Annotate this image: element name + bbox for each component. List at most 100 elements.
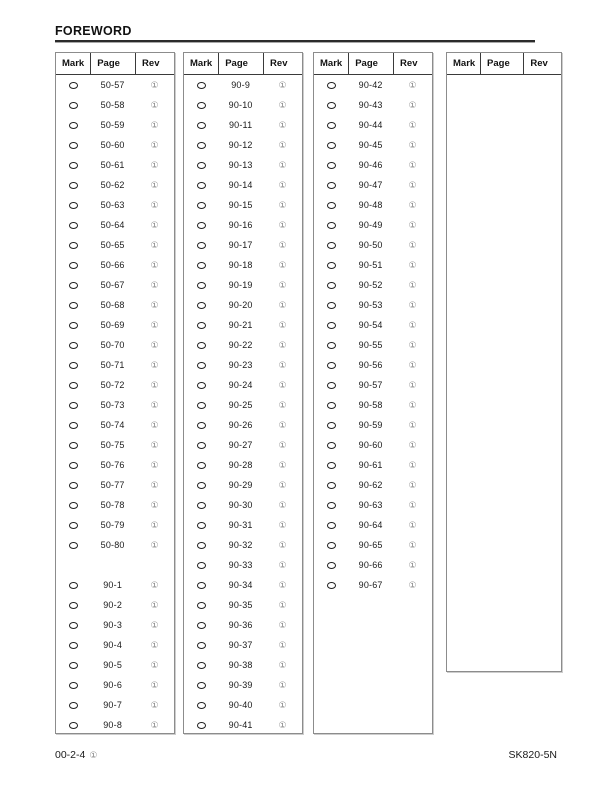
revision-badge: ①: [278, 459, 287, 470]
mark-cell: [184, 521, 218, 529]
mark-cell: [184, 661, 218, 669]
mark-cell: [314, 361, 348, 369]
page-number-cell: 90-42: [358, 80, 383, 90]
page-number-cell: 90-5: [103, 660, 123, 670]
mark-cell: [56, 541, 90, 549]
column-header-page: Page: [90, 53, 135, 74]
page-number-cell: 90-44: [358, 120, 383, 130]
mark-cell: [314, 441, 348, 449]
page-number-cell: 50-63: [100, 200, 125, 210]
mark-cell: [184, 101, 218, 109]
revision-badge: ①: [278, 199, 287, 210]
mark-cell: [56, 721, 90, 729]
table-row: 50-71 ①: [56, 355, 174, 375]
table-row: 50-68 ①: [56, 295, 174, 315]
page-number-cell: 50-60: [100, 140, 125, 150]
page-number-cell: 90-4: [103, 640, 123, 650]
page-number-cell: 90-2: [103, 600, 123, 610]
mark-circle-icon: [196, 141, 206, 149]
page-number-cell: 90-49: [358, 220, 383, 230]
mark-cell: [314, 261, 348, 269]
column-header-rev: Rev: [263, 53, 302, 74]
page-number-cell: 50-69: [100, 320, 125, 330]
revision-badge: ①: [278, 479, 287, 490]
page-number-cell: 90-31: [228, 520, 253, 530]
table-row: 50-78 ①: [56, 495, 174, 515]
revision-badge: ①: [408, 199, 417, 210]
mark-cell: [56, 181, 90, 189]
table-row: 90-37 ①: [184, 635, 302, 655]
revision-badge: ①: [408, 79, 417, 90]
table-row: 90-55 ①: [314, 335, 432, 355]
table-row: 90-25 ①: [184, 395, 302, 415]
mark-cell: [184, 201, 218, 209]
column-header-mark: Mark: [62, 58, 85, 69]
page-number-cell: 50-73: [100, 400, 125, 410]
mark-cell: [314, 421, 348, 429]
revision-table-2: Mark Page Rev 90-9 ① 90-10 ① 90-11 ① 90-12 ① 90-…: [183, 52, 303, 734]
revision-badge: ①: [408, 139, 417, 150]
mark-circle-icon: [326, 81, 336, 89]
page-number-cell: 50-71: [100, 360, 125, 370]
table-row: 90-47 ①: [314, 175, 432, 195]
revision-badge: ①: [150, 519, 159, 530]
table-row: 90-58 ①: [314, 395, 432, 415]
page-number-cell: 90-45: [358, 140, 383, 150]
mark-circle-icon: [68, 161, 78, 169]
page-number-cell: 50-59: [100, 120, 125, 130]
mark-circle-icon: [326, 501, 336, 509]
mark-cell: [184, 361, 218, 369]
page-number-cell: 90-36: [228, 620, 253, 630]
revision-badge: ①: [150, 319, 159, 330]
table-row: 50-79 ①: [56, 515, 174, 535]
revision-badge: ①: [150, 279, 159, 290]
table-row: 90-59 ①: [314, 415, 432, 435]
mark-circle-icon: [68, 201, 78, 209]
mark-cell: [184, 401, 218, 409]
mark-cell: [184, 441, 218, 449]
table-row: 90-7 ①: [56, 695, 174, 715]
page-number-cell: 50-78: [100, 500, 125, 510]
mark-cell: [56, 321, 90, 329]
revision-badge: ①: [278, 599, 287, 610]
mark-circle-icon: [68, 641, 78, 649]
page-number-cell: 90-3: [103, 620, 123, 630]
page-number-cell: 90-51: [358, 260, 383, 270]
table-row: 90-46 ①: [314, 155, 432, 175]
mark-cell: [184, 181, 218, 189]
revision-badge: ①: [408, 359, 417, 370]
mark-circle-icon: [326, 141, 336, 149]
revision-badge: ①: [150, 99, 159, 110]
page-number-cell: 90-59: [358, 420, 383, 430]
table-row: 50-70 ①: [56, 335, 174, 355]
revision-badge: ①: [150, 499, 159, 510]
mark-circle-icon: [326, 261, 336, 269]
table-row-spacer: [56, 555, 174, 575]
mark-circle-icon: [68, 581, 78, 589]
mark-cell: [56, 461, 90, 469]
heading-rule: [55, 40, 535, 42]
mark-circle-icon: [196, 441, 206, 449]
page-number-cell: 90-20: [228, 300, 253, 310]
revision-badge: ①: [278, 359, 287, 370]
revision-badge: ①: [408, 419, 417, 430]
mark-circle-icon: [68, 401, 78, 409]
mark-circle-icon: [196, 621, 206, 629]
mark-cell: [184, 641, 218, 649]
page-number-cell: 90-66: [358, 560, 383, 570]
column-header-mark: Mark: [190, 58, 213, 69]
table-row: 90-33 ①: [184, 555, 302, 575]
revision-badge: ①: [150, 579, 159, 590]
mark-cell: [184, 481, 218, 489]
mark-cell: [184, 261, 218, 269]
mark-circle-icon: [326, 101, 336, 109]
revision-badge: ①: [150, 479, 159, 490]
revision-badge: ①: [278, 299, 287, 310]
revision-badge: ①: [408, 319, 417, 330]
mark-cell: [56, 281, 90, 289]
column-header-rev: Rev: [523, 53, 561, 74]
column-header-rev: Rev: [393, 53, 432, 74]
page-number-cell: 90-35: [228, 600, 253, 610]
mark-circle-icon: [196, 641, 206, 649]
revision-badge: ①: [150, 379, 159, 390]
